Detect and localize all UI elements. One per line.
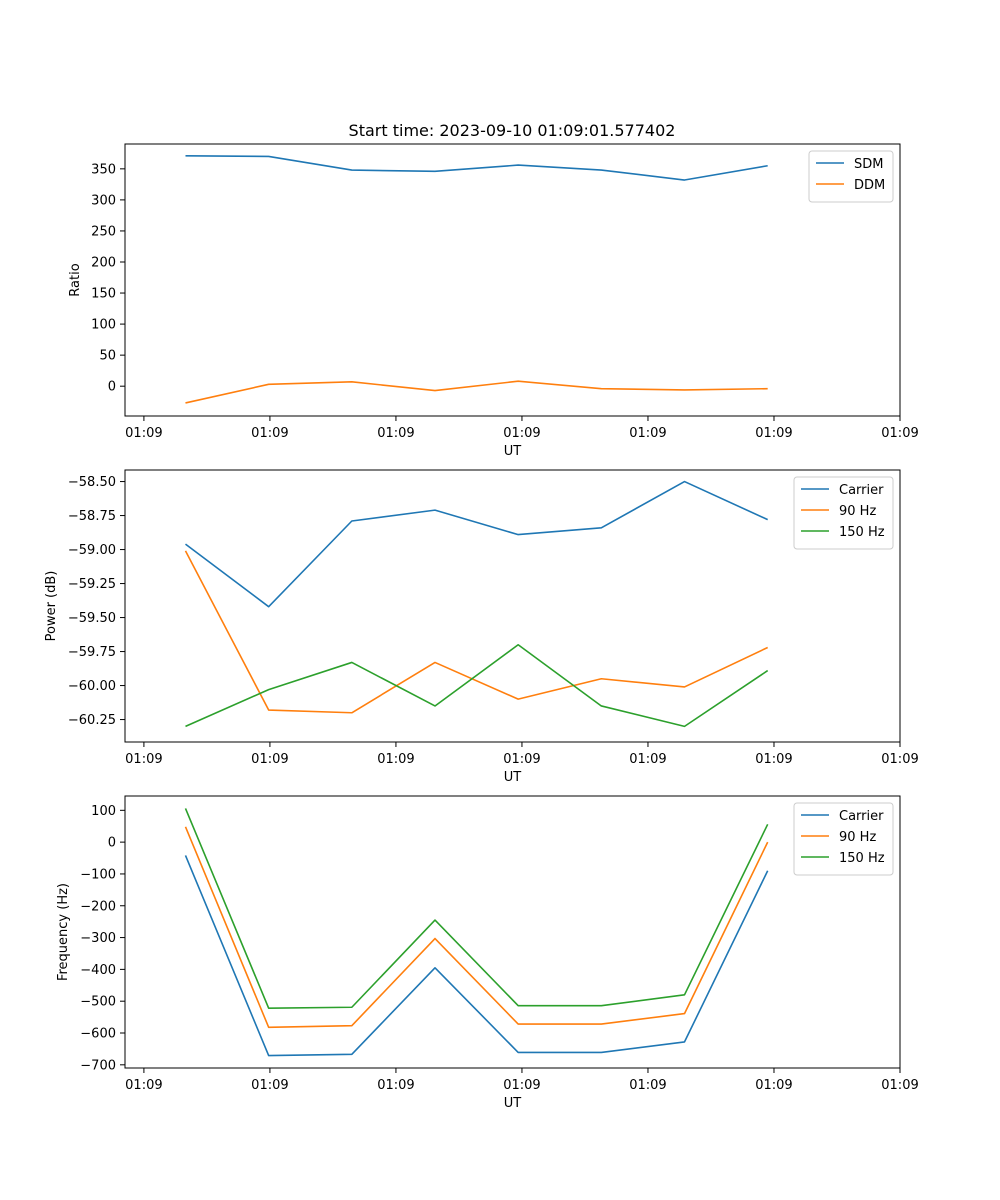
chart-ratio-y-tick-label: 200 — [91, 255, 116, 270]
chart-frequency-y-tick-label: −300 — [80, 931, 116, 946]
chart-ratio-legend-label: DDM — [854, 178, 885, 193]
chart-ratio-y-tick-label: 250 — [91, 224, 116, 239]
chart-frequency-legend-label: 90 Hz — [839, 830, 876, 845]
chart-ratio-y-axis-label: Ratio — [68, 263, 83, 296]
chart-frequency-y-tick-label: −500 — [80, 995, 116, 1010]
chart-frequency-y-tick-label: −600 — [80, 1027, 116, 1042]
chart-frequency-legend-label: 150 Hz — [839, 851, 885, 866]
chart-frequency-y-tick-label: −400 — [80, 963, 116, 978]
chart-power-y-tick-label: −60.25 — [68, 713, 116, 728]
chart-power-x-tick-label: 01:09 — [755, 752, 792, 767]
chart-power-series-150-hz — [185, 643, 769, 728]
chart-frequency-x-axis-label: UT — [504, 1096, 522, 1111]
chart-ratio-x-tick-label: 01:09 — [377, 426, 414, 441]
chart-ratio-y-tick-label: 300 — [91, 193, 116, 208]
chart-frequency-y-tick-label: −200 — [80, 899, 116, 914]
chart-title: Start time: 2023-09-10 01:09:01.577402 — [349, 121, 676, 140]
chart-power-x-tick-label: 01:09 — [881, 752, 918, 767]
chart-frequency-x-tick-label: 01:09 — [251, 1078, 288, 1093]
chart-power-legend-label: 150 Hz — [839, 525, 885, 540]
chart-power-legend-label: 90 Hz — [839, 504, 876, 519]
chart-power-x-tick-label: 01:09 — [503, 752, 540, 767]
chart-frequency-y-axis-label: Frequency (Hz) — [56, 883, 71, 981]
chart-frequency-frame — [124, 795, 901, 1069]
chart-power-y-tick-label: −59.50 — [68, 611, 116, 626]
chart-ratio-series-ddm — [185, 380, 768, 404]
chart-power-y-tick-label: −59.00 — [68, 543, 116, 558]
chart-ratio-legend-label: SDM — [854, 157, 883, 172]
chart-power-y-axis-label: Power (dB) — [44, 571, 59, 642]
chart-ratio-series-sdm — [185, 155, 768, 181]
chart-frequency-series-150-hz — [184, 808, 769, 1009]
chart-frequency-x-tick-label: 01:09 — [377, 1078, 414, 1093]
chart-power-x-tick-label: 01:09 — [251, 752, 288, 767]
chart-frequency-x-tick-label: 01:09 — [125, 1078, 162, 1093]
chart-ratio-y-tick-label: 150 — [91, 287, 116, 302]
chart-power-frame — [124, 469, 901, 743]
chart-ratio-x-tick-label: 01:09 — [881, 426, 918, 441]
chart-power-x-tick-label: 01:09 — [629, 752, 666, 767]
chart-frequency-y-tick-label: −100 — [80, 867, 116, 882]
chart-ratio-y-tick-label: 50 — [99, 349, 116, 364]
chart-ratio-x-axis-label: UT — [504, 444, 522, 459]
chart-power-x-tick-label: 01:09 — [377, 752, 414, 767]
chart-power-legend-label: Carrier — [839, 483, 884, 498]
chart-ratio-y-tick-label: 0 — [108, 380, 116, 395]
chart-frequency-x-tick-label: 01:09 — [755, 1078, 792, 1093]
chart-power-series-90-hz — [184, 550, 769, 714]
chart-frequency-x-tick-label: 01:09 — [629, 1078, 666, 1093]
chart-power-y-tick-label: −60.00 — [68, 679, 116, 694]
chart-power-y-tick-label: −58.50 — [68, 475, 116, 490]
chart-ratio-x-tick-label: 01:09 — [125, 426, 162, 441]
chart-ratio-frame — [124, 143, 901, 417]
chart-frequency-legend-label: Carrier — [839, 809, 884, 824]
chart-power-x-axis-label: UT — [504, 770, 522, 785]
chart-frequency-y-tick-label: 100 — [91, 804, 116, 819]
chart-ratio-x-tick-label: 01:09 — [629, 426, 666, 441]
chart-frequency-x-tick-label: 01:09 — [881, 1078, 918, 1093]
chart-frequency-series-90-hz — [184, 826, 769, 1029]
chart-ratio-x-tick-label: 01:09 — [755, 426, 792, 441]
chart-ratio-x-tick-label: 01:09 — [503, 426, 540, 441]
chart-ratio-y-tick-label: 350 — [91, 162, 116, 177]
chart-ratio-y-tick-label: 100 — [91, 318, 116, 333]
chart-frequency-y-tick-label: 0 — [108, 836, 116, 851]
chart-power-series-carrier — [185, 480, 769, 608]
chart-power-y-tick-label: −59.25 — [68, 577, 116, 592]
chart-ratio-x-tick-label: 01:09 — [251, 426, 288, 441]
chart-frequency-x-tick-label: 01:09 — [503, 1078, 540, 1093]
chart-power-y-tick-label: −59.75 — [68, 645, 116, 660]
chart-power-y-tick-label: −58.75 — [68, 509, 116, 524]
chart-frequency-y-tick-label: −700 — [80, 1058, 116, 1073]
chart-frequency-series-carrier — [184, 855, 769, 1057]
chart-power-x-tick-label: 01:09 — [125, 752, 162, 767]
